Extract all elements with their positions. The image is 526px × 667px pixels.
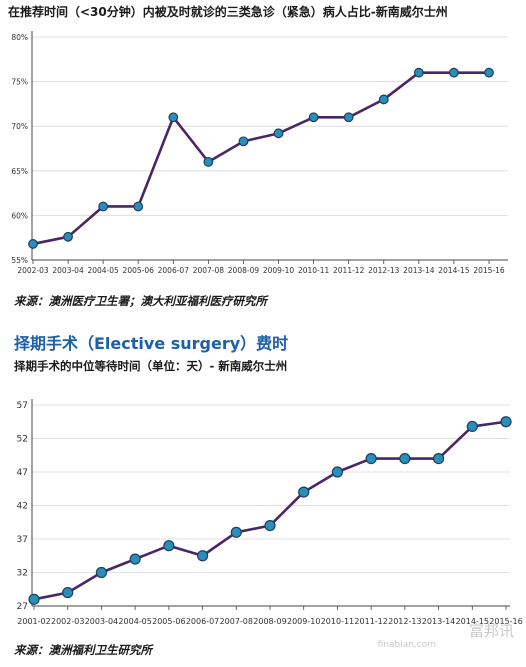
y-tick-label: 42 xyxy=(17,502,28,512)
section-heading: 择期手术（Elective surgery）费时 xyxy=(14,334,289,353)
y-tick-label: 60% xyxy=(11,211,28,220)
watermark-url: finabian.com xyxy=(377,640,436,650)
x-tick-label: 2015-16 xyxy=(489,617,522,626)
data-point xyxy=(98,201,109,212)
x-tick-label: 2003-04 xyxy=(52,266,84,275)
x-tick-label: 2009-10 xyxy=(287,617,320,626)
x-tick-label: 2014-15 xyxy=(438,266,470,275)
x-tick-label: 2012-13 xyxy=(368,266,400,275)
chart1-source: 来源：澳洲医疗卫生署；澳大利亚福利医疗研究所 xyxy=(14,294,267,308)
x-tick-label: 2006-07 xyxy=(186,617,219,626)
y-tick-label: 75% xyxy=(11,78,28,87)
data-point xyxy=(378,94,389,105)
x-tick-label: 2005-06 xyxy=(152,617,185,626)
x-tick-label: 2002-03 xyxy=(17,266,49,275)
y-tick-label: 32 xyxy=(17,569,28,579)
chart2-subtitle: 择期手术的中位等待时间（单位：天）- 新南威尔士州 xyxy=(14,359,288,373)
data-point xyxy=(238,136,249,147)
x-tick-label: 2015-16 xyxy=(473,266,505,275)
y-tick-label: 27 xyxy=(17,602,28,612)
data-point xyxy=(230,526,242,538)
watermark: 富邦讯 xyxy=(468,622,514,640)
y-tick-label: 65% xyxy=(11,167,28,176)
y-tick-label: 52 xyxy=(17,435,28,445)
data-point xyxy=(28,239,38,249)
y-tick-label: 47 xyxy=(17,468,28,478)
x-tick-label: 2002-03 xyxy=(51,617,84,626)
data-point xyxy=(129,553,141,565)
x-tick-label: 2010-11 xyxy=(321,617,354,626)
data-point xyxy=(163,540,175,552)
x-tick-label: 2011-12 xyxy=(354,617,387,626)
data-point xyxy=(399,453,411,465)
x-tick-label: 2003-04 xyxy=(85,617,118,626)
y-tick-label: 70% xyxy=(11,122,28,131)
chart1-title: 在推荐时间（<30分钟）内被及时就诊的三类急诊（紧急）病人占比-新南威尔士州 xyxy=(8,5,448,19)
data-point xyxy=(298,486,310,498)
x-tick-label: 2007-08 xyxy=(220,617,253,626)
data-point xyxy=(413,67,424,78)
data-point xyxy=(273,128,284,139)
x-tick-label: 2012-13 xyxy=(388,617,421,626)
x-tick-label: 2013-14 xyxy=(422,617,455,626)
data-point xyxy=(308,112,319,123)
x-tick-label: 2013-14 xyxy=(403,266,435,275)
data-point xyxy=(95,566,108,579)
data-point xyxy=(484,67,494,78)
y-tick-label: 37 xyxy=(17,535,28,545)
data-point xyxy=(331,466,344,478)
data-point xyxy=(500,416,512,428)
data-point xyxy=(343,112,354,123)
data-point xyxy=(449,67,459,78)
data-point xyxy=(196,550,209,562)
x-tick-label: 2004-05 xyxy=(118,617,151,626)
data-point xyxy=(168,112,179,123)
x-tick-label: 2008-09 xyxy=(253,617,286,626)
y-tick-label: 55% xyxy=(11,256,28,265)
y-tick-label: 80% xyxy=(11,33,28,42)
data-point xyxy=(432,453,445,465)
series-line xyxy=(32,71,489,246)
x-tick-label: 2007-08 xyxy=(193,266,225,275)
chart2-source: 来源：澳洲福利卫生研究所 xyxy=(14,643,152,657)
x-tick-label: 2008-09 xyxy=(228,266,260,275)
data-point xyxy=(203,156,214,167)
x-tick-label: 2014-15 xyxy=(456,617,489,626)
x-tick-label: 2009-10 xyxy=(263,266,295,275)
data-point xyxy=(466,420,478,433)
x-tick-label: 2001-02 xyxy=(17,617,50,626)
x-tick-label: 2010-11 xyxy=(298,266,330,275)
x-tick-label: 2005-06 xyxy=(123,266,155,275)
x-tick-label: 2004-05 xyxy=(87,266,119,275)
chart2: 27 32 37 42 47 52 57 2001-02 2002-03 2003-04 2004-… xyxy=(17,399,523,626)
data-point xyxy=(28,593,40,605)
y-tick-label: 57 xyxy=(17,401,28,411)
chart1: 55% 60% 65% 70% 75% 80% 2002-03 2003-04 2004-05 2… xyxy=(11,31,508,275)
data-point xyxy=(63,231,73,242)
data-point xyxy=(62,586,74,599)
x-tick-label: 2011-12 xyxy=(333,266,365,275)
data-point xyxy=(264,519,276,532)
data-point xyxy=(365,453,377,465)
data-point xyxy=(133,201,144,212)
x-tick-label: 2006-07 xyxy=(158,266,190,275)
